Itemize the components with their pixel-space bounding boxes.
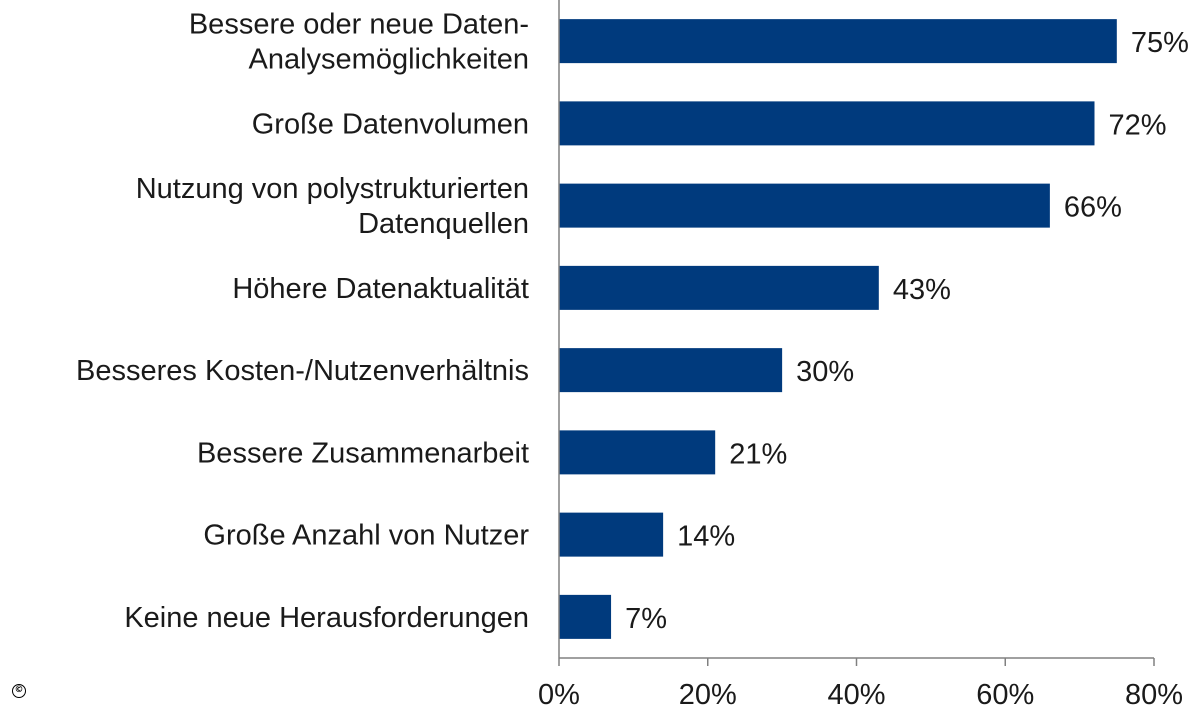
data-label: 72% [1109, 109, 1167, 141]
x-tick-label: 60% [976, 679, 1034, 711]
data-label: 21% [729, 438, 787, 470]
bar [559, 265, 879, 310]
bar [559, 101, 1095, 146]
data-label: 43% [893, 274, 951, 306]
x-tick-label: 80% [1125, 679, 1183, 711]
data-label: 30% [796, 356, 854, 388]
bar [559, 183, 1050, 228]
category-label-line: Nutzung von polystrukturierten [136, 173, 529, 205]
category-label-line: Datenquellen [358, 208, 529, 240]
data-label: 66% [1064, 192, 1122, 224]
data-label: 14% [677, 521, 735, 553]
category-label: Große Anzahl von Nutzer [203, 520, 529, 552]
x-tick-label: 0% [538, 679, 580, 711]
category-label-line: Besseres Kosten-/Nutzenverhältnis [76, 355, 529, 387]
category-label: Nutzung von polystrukturierten Datenquell… [136, 173, 529, 240]
category-label: Besseres Kosten-/Nutzenverhältnis [76, 355, 529, 387]
category-label: Keine neue Herausforderungen [124, 602, 529, 634]
data-label: 75% [1131, 27, 1189, 59]
category-label: Große Datenvolumen [252, 108, 529, 140]
category-label-line: Große Anzahl von Nutzer [203, 520, 529, 552]
bar [559, 348, 783, 393]
category-label-line: Große Datenvolumen [252, 108, 529, 140]
category-label: Bessere Zusammenarbeit [197, 437, 529, 469]
category-label-line: Analysemöglichkeiten [249, 44, 529, 76]
bar [559, 430, 716, 475]
category-label-line: Höhere Datenaktualität [232, 273, 529, 305]
bar [559, 19, 1117, 64]
category-label-line: Bessere oder neue Daten- [189, 9, 529, 41]
x-tick-label: 20% [679, 679, 737, 711]
data-label: 7% [625, 603, 667, 635]
bar [559, 594, 612, 639]
copyright-icon: © [12, 684, 26, 698]
category-label: Bessere oder neue Daten-Analysemöglichke… [189, 9, 529, 76]
category-label-line: Keine neue Herausforderungen [124, 602, 529, 634]
category-label-line: Bessere Zusammenarbeit [197, 437, 529, 469]
category-label: Höhere Datenaktualität [232, 273, 529, 305]
x-tick-label: 40% [827, 679, 885, 711]
bar [559, 512, 664, 557]
